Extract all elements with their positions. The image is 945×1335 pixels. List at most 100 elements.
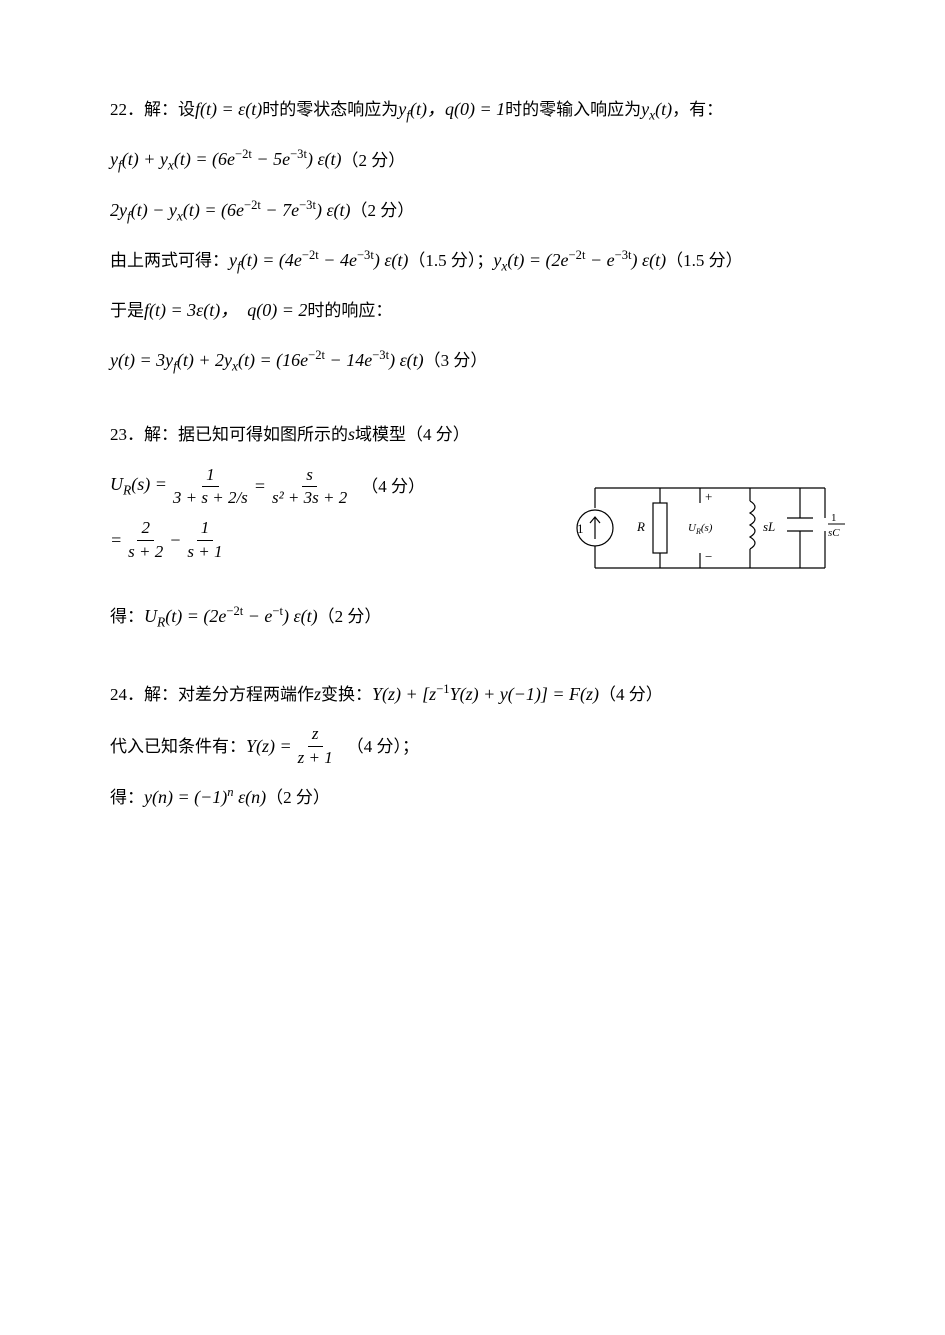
expr: f(t) = 3ε(t)， q(0) = 2 (144, 300, 307, 320)
minus-sym: − (169, 528, 181, 553)
points: （4 分） (599, 676, 663, 713)
circuit-src-label: 1 (577, 521, 584, 536)
sym: ) ε(t) (374, 250, 409, 270)
math: yx(t) (641, 90, 672, 130)
sup: −3t (299, 198, 316, 212)
sup: −2t (308, 348, 325, 362)
sym: y(n) = (−1) (144, 787, 227, 807)
p23-sol-label: 解： (144, 416, 178, 453)
sym: − e (243, 606, 272, 626)
points: （2 分） (318, 598, 382, 635)
points: （4 分） (406, 416, 470, 453)
p23-eq1: UR(s) = 1 3 + s + 2/s = s s² + 3s + 2 （4… (110, 465, 545, 509)
p22-sol-label: 解： (144, 91, 178, 128)
math: y(n) = (−1)n ε(n) (144, 778, 266, 818)
text: ，有： (672, 91, 723, 128)
math: 2yf(t) − yx(t) = (6e−2t − 7e−3t) ε(t) (110, 191, 351, 231)
points: （1.5 分）； (408, 242, 493, 279)
math: yf(t) + yx(t) = (6e−2t − 5e−3t) ε(t) (110, 140, 342, 180)
circuit-ur-label: UR(s) (688, 522, 713, 536)
denominator: s + 2 (124, 541, 167, 562)
fraction: 1 s + 1 (183, 518, 226, 562)
eq-sym: = (254, 474, 266, 499)
sym: y (641, 99, 649, 119)
text: 代入已知条件有： (110, 728, 246, 765)
sup: −3t (372, 348, 389, 362)
denominator: s² + 3s + 2 (268, 487, 351, 508)
fraction: s s² + 3s + 2 (268, 465, 351, 509)
denominator: s + 1 (183, 541, 226, 562)
points: （2 分） (342, 142, 406, 179)
sym-s: s (348, 415, 355, 455)
math: UR(t) = (2e−2t − e−t) ε(t) (144, 597, 318, 637)
fraction: 2 s + 2 (124, 518, 167, 562)
circuit-plus: + (705, 489, 712, 504)
circuit-l-label: sL (763, 519, 775, 534)
p22-line1: 22． 解： 设 f(t) = ε(t) 时的零状态响应为 yf(t)， q(0… (110, 90, 845, 130)
sym: − 4e (319, 250, 357, 270)
sup: −3t (290, 147, 307, 161)
points: （2 分） (266, 779, 330, 816)
math: yx(t) = (2e−2t − e−3t) ε(t) (493, 241, 666, 281)
text: 对差分方程两端作 (178, 676, 314, 713)
p23-num: 23． (110, 416, 144, 453)
text: 于是 (110, 292, 144, 329)
math: Y(z) + [z−1Y(z) + y(−1)] = F(z) (372, 675, 599, 715)
p22-eq3: y(t) = 3yf(t) + 2yx(t) = (16e−2t − 14e−3… (110, 341, 845, 381)
math: UR(s) = (110, 472, 167, 500)
fraction: z z + 1 (294, 724, 337, 768)
denominator: 3 + s + 2/s (169, 487, 252, 508)
text: 由上两式可得： (110, 242, 229, 279)
sym: ) ε(t) (389, 350, 424, 370)
p23-eq2: = 2 s + 2 − 1 s + 1 (110, 518, 545, 562)
sym: (t) = (6e (183, 200, 244, 220)
text: 时的响应： (307, 292, 392, 329)
sym: 2y (110, 200, 127, 220)
p22-line3: 由上两式可得： yf(t) = (4e−2t − 4e−3t) ε(t) （1.… (110, 241, 845, 281)
circuit-diagram: 1 R + UR(s) − sL 1 sC (575, 473, 845, 583)
sym: − 5e (252, 149, 290, 169)
sym: ) ε(t) (307, 149, 342, 169)
sup: −t (272, 604, 283, 618)
sym: Y(z) + y(−1)] = F(z) (450, 684, 599, 704)
text: 得： (110, 779, 144, 816)
p23-row: UR(s) = 1 3 + s + 2/s = s s² + 3s + 2 （4… (110, 465, 845, 583)
sym-z: z (314, 675, 321, 715)
sym: Y(z) = (246, 736, 292, 756)
p22-eq2: 2yf(t) − yx(t) = (6e−2t − 7e−3t) ε(t) （2… (110, 191, 845, 231)
sup: −2t (235, 147, 252, 161)
circuit-c-num: 1 (831, 512, 837, 524)
sym: y (110, 149, 118, 169)
numerator: s (302, 465, 317, 487)
text: 得： (110, 598, 144, 635)
sym: U (144, 606, 157, 626)
sym: (t) + y (122, 149, 168, 169)
math: f(t) = 3ε(t)， q(0) = 2 (144, 291, 307, 331)
sym: Y(z) + [z (372, 684, 436, 704)
sup: −3t (357, 248, 374, 262)
p23-equations: UR(s) = 1 3 + s + 2/s = s s² + 3s + 2 （4… (110, 465, 545, 573)
sup: −2t (244, 198, 261, 212)
circuit-minus: − (705, 549, 712, 564)
sym: y(t) = 3y (110, 350, 173, 370)
points: （4 分） (361, 475, 425, 499)
text: 时的零状态响应为 (262, 91, 398, 128)
circuit-c-den: sC (828, 527, 840, 539)
sup: −2t (302, 248, 319, 262)
sup: −2t (226, 604, 243, 618)
points: （3 分） (424, 342, 488, 379)
fraction: 1 3 + s + 2/s (169, 465, 252, 509)
expr: q(0) = 1 (445, 99, 505, 119)
numerator: z (308, 724, 323, 746)
sup: −1 (436, 682, 449, 696)
sym: (t) = (2e (507, 250, 568, 270)
math: f(t) = ε(t) (195, 90, 262, 130)
p22-eq1: yf(t) + yx(t) = (6e−2t − 5e−3t) ε(t) （2 … (110, 140, 845, 180)
p22-line4: 于是 f(t) = 3ε(t)， q(0) = 2 时的响应： (110, 291, 845, 331)
numerator: 1 (197, 518, 214, 540)
sym: ) ε(t) (316, 200, 351, 220)
sup: −2t (569, 248, 586, 262)
p24-line1: 24． 解： 对差分方程两端作 z 变换： Y(z) + [z−1Y(z) + … (110, 675, 845, 715)
math: Y(z) = (246, 727, 292, 767)
text: 域模型 (355, 416, 406, 453)
